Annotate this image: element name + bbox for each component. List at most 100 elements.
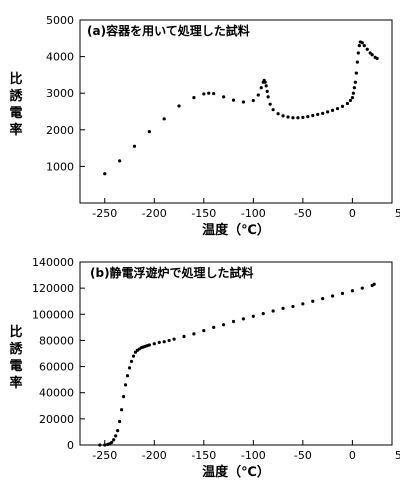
data-point [259, 86, 263, 90]
data-point [350, 95, 354, 100]
data-point [350, 289, 354, 293]
y-tick-label: 1000 [46, 160, 74, 173]
data-point [116, 429, 120, 433]
data-point [360, 41, 364, 45]
y-tick-label: 140000 [32, 256, 74, 269]
data-point [321, 297, 325, 301]
data-point [207, 91, 211, 95]
data-point [241, 100, 246, 104]
y-tick-label: 4000 [46, 51, 74, 64]
data-point [370, 53, 374, 57]
data-point [192, 332, 196, 336]
x-tick-label: 0 [349, 207, 356, 220]
data-point [212, 325, 216, 329]
y-axis-label-char: 誘 [9, 341, 23, 357]
x-tick-label: -250 [92, 207, 117, 220]
data-point [222, 323, 226, 327]
y-axis-label-char: 比 [9, 324, 22, 340]
y-tick-label: 100000 [32, 308, 74, 321]
x-tick-label: -200 [142, 449, 167, 462]
y-tick-label: 60000 [39, 361, 74, 374]
x-axis-label-b: 温度（℃） [202, 464, 270, 480]
data-point [103, 172, 107, 176]
data-point [345, 101, 350, 106]
plot-frame-b [79, 261, 393, 446]
data-point [311, 113, 315, 118]
data-point [372, 282, 376, 286]
data-point [212, 91, 216, 96]
x-tick-label: 0 [349, 449, 356, 462]
y-tick-label: 120000 [32, 282, 74, 295]
x-tick-label: -250 [92, 449, 117, 462]
y-axis-label-char: 率 [9, 375, 22, 391]
data-point [152, 342, 156, 346]
data-point [353, 80, 357, 84]
data-point [256, 93, 260, 97]
data-point [98, 443, 102, 447]
data-point [354, 71, 358, 75]
y-axis-label-char: 比 [9, 71, 22, 87]
x-tick-label: -50 [294, 449, 312, 462]
data-point [162, 117, 166, 121]
data-point [266, 95, 270, 99]
data-point [125, 374, 130, 378]
data-point [177, 104, 181, 108]
y-axis-label-char: 率 [9, 122, 22, 138]
x-tick-label: -100 [241, 449, 266, 462]
data-point [286, 115, 290, 119]
data-point [281, 306, 285, 311]
data-point [375, 56, 379, 61]
axis-ticks-b: -250 -200 -150 -100 -50 0 50 0 20000 40000 60000 80… [32, 256, 400, 462]
data-point [264, 84, 268, 88]
data-point [222, 95, 226, 99]
x-tick-label: -100 [241, 207, 266, 220]
data-point [357, 44, 361, 48]
data-point [321, 111, 325, 115]
data-point [265, 89, 269, 93]
data-point [202, 92, 206, 96]
y-axis-label-a: 比 誘 電 率 [9, 71, 23, 138]
data-series-a [103, 40, 379, 176]
data-point [326, 110, 330, 114]
data-point [356, 51, 360, 55]
y-tick-label: 3000 [46, 87, 74, 100]
data-point [340, 104, 345, 108]
data-point [112, 438, 116, 442]
data-point [251, 98, 255, 103]
y-tick-label: 40000 [39, 387, 74, 400]
chart-title-b: (b)静電浮遊炉で処理した試料 [90, 265, 254, 280]
data-point [355, 60, 359, 64]
data-point [251, 314, 255, 318]
data-point [110, 440, 114, 444]
chart-panel-a: (a)容器を用いて処理した試料 温度（℃） 比 誘 電 率 -250 -200 -1… [9, 14, 400, 238]
data-point [231, 98, 236, 102]
axis-ticks-a: -250 -200 -150 -100 -50 0 50 1000 2000 3000 4000 50… [46, 14, 400, 220]
data-point [281, 114, 285, 118]
data-point [351, 91, 355, 95]
data-point [352, 86, 356, 90]
data-point [147, 130, 151, 134]
y-tick-label: 20000 [39, 413, 74, 426]
data-point [362, 44, 366, 48]
y-tick-label: 0 [67, 439, 74, 452]
y-axis-label-char: 誘 [9, 88, 23, 104]
data-point [103, 443, 107, 447]
data-point [147, 343, 151, 347]
data-point [316, 112, 320, 117]
data-point [231, 319, 236, 324]
data-point [162, 340, 166, 344]
data-point [268, 102, 272, 106]
data-point [276, 112, 280, 116]
x-axis-label-a: 温度（℃） [202, 222, 270, 238]
data-point [311, 299, 315, 303]
data-point [348, 98, 352, 103]
data-point [167, 338, 171, 343]
x-tick-label: -150 [191, 207, 216, 220]
data-point [291, 304, 295, 309]
plot-frame-a [79, 19, 393, 204]
data-point [129, 359, 134, 363]
x-tick-label: -50 [294, 207, 312, 220]
data-point [330, 108, 335, 113]
data-point [301, 115, 305, 119]
